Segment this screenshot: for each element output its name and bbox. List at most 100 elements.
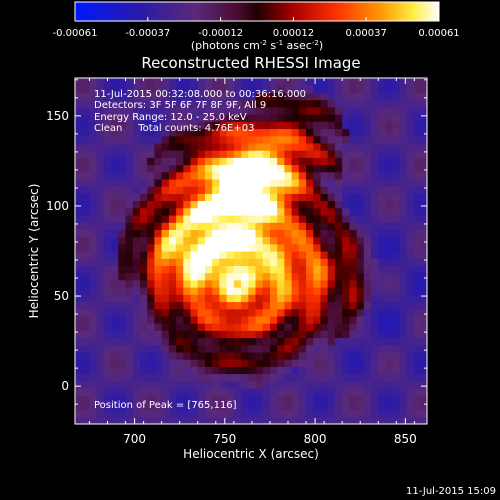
heatmap-cell	[190, 106, 199, 115]
heatmap-cell	[132, 106, 141, 115]
heatmap-cell	[168, 366, 177, 375]
heatmap-cell	[168, 315, 177, 324]
heatmap-cell	[407, 114, 415, 122]
heatmap-cell	[277, 359, 285, 367]
heatmap-cell	[414, 121, 423, 130]
heatmap-cell	[241, 186, 249, 194]
heatmap-cell	[212, 215, 220, 223]
heatmap-cell	[168, 222, 177, 230]
heatmap-cell	[205, 106, 213, 115]
heatmap-cell	[291, 186, 300, 194]
heatmap-cell	[385, 207, 394, 216]
heatmap-cell	[154, 272, 163, 281]
heatmap-cell	[291, 344, 300, 353]
heatmap-cell	[190, 178, 199, 187]
heatmap-cell	[371, 416, 379, 424]
heatmap-cell	[205, 337, 213, 346]
heatmap-cell	[356, 272, 365, 281]
heatmap-cell	[140, 85, 148, 93]
heatmap-cell	[154, 171, 163, 180]
heatmap-cell	[342, 99, 350, 108]
heatmap-cell	[327, 164, 336, 173]
heatmap-cell	[334, 135, 343, 144]
heatmap-cell	[140, 164, 148, 173]
heatmap-cell	[270, 135, 278, 144]
heatmap-cell	[392, 92, 401, 101]
heatmap-cell	[392, 222, 401, 230]
heatmap-cell	[349, 251, 358, 259]
heatmap-cell	[255, 121, 264, 130]
heatmap-cell	[327, 200, 336, 209]
heatmap-cell	[306, 380, 314, 389]
heatmap-cell	[132, 85, 141, 93]
heatmap-cell	[298, 164, 307, 173]
heatmap-cell	[298, 402, 307, 411]
heatmap-cell	[190, 287, 199, 295]
heatmap-cell	[219, 308, 228, 317]
heatmap-cell	[197, 171, 206, 180]
heatmap-cell	[154, 150, 163, 158]
heatmap-cell	[262, 395, 271, 403]
heatmap-cell	[262, 121, 271, 130]
heatmap-cell	[399, 395, 408, 403]
heatmap-cell	[132, 416, 141, 424]
heatmap-cell	[168, 344, 177, 353]
heatmap-cell	[89, 193, 98, 202]
heatmap-cell	[190, 265, 199, 274]
heatmap-cell	[96, 380, 105, 389]
heatmap-cell	[385, 258, 394, 266]
heatmap-cell	[349, 92, 358, 101]
heatmap-cell	[205, 128, 213, 137]
heatmap-cell	[255, 215, 264, 223]
heatmap-cell	[407, 265, 415, 274]
heatmap-cell	[233, 135, 242, 144]
heatmap-cell	[219, 85, 228, 93]
heatmap-cell	[313, 114, 322, 122]
heatmap-cell	[262, 366, 271, 375]
heatmap-cell	[363, 337, 372, 346]
heatmap-cell	[270, 229, 278, 238]
heatmap-cell	[226, 229, 235, 238]
heatmap-cell	[183, 388, 192, 396]
heatmap-cell	[262, 178, 271, 187]
heatmap-cell	[82, 99, 90, 108]
heatmap-cell	[205, 114, 213, 122]
heatmap-cell	[212, 258, 220, 266]
heatmap-cell	[82, 135, 90, 144]
heatmap-cell	[392, 272, 401, 281]
heatmap-cell	[342, 359, 350, 367]
heatmap-cell	[89, 171, 98, 180]
heatmap-cell	[313, 178, 322, 187]
heatmap-cell	[197, 236, 206, 245]
heatmap-cell	[320, 164, 329, 173]
heatmap-cell	[421, 351, 427, 360]
heatmap-cell	[103, 178, 112, 187]
heatmap-cell	[298, 416, 307, 424]
heatmap-cell	[313, 373, 322, 382]
heatmap-cell	[226, 164, 235, 173]
heatmap-cell	[82, 114, 90, 122]
heatmap-cell	[291, 272, 300, 281]
heatmap-cell	[363, 222, 372, 230]
heatmap-cell	[212, 207, 220, 216]
heatmap-cell	[320, 258, 329, 266]
heatmap-cell	[270, 207, 278, 216]
heatmap-cell	[371, 308, 379, 317]
heatmap-cell	[356, 229, 365, 238]
heatmap-cell	[205, 229, 213, 238]
heatmap-cell	[248, 178, 257, 187]
heatmap-cell	[363, 287, 372, 295]
heatmap-cell	[277, 157, 285, 166]
heatmap-cell	[407, 222, 415, 230]
heatmap-cell	[176, 150, 184, 158]
plot-frame	[74, 77, 428, 425]
heatmap-cell	[248, 323, 257, 331]
heatmap-cell	[298, 135, 307, 144]
heatmap-cell	[320, 294, 329, 303]
heatmap-cell	[277, 294, 285, 303]
heatmap-cell	[291, 106, 300, 115]
heatmap-cell	[327, 366, 336, 375]
heatmap-cell	[233, 279, 242, 288]
heatmap-cell	[118, 351, 127, 360]
heatmap-cell	[392, 135, 401, 144]
